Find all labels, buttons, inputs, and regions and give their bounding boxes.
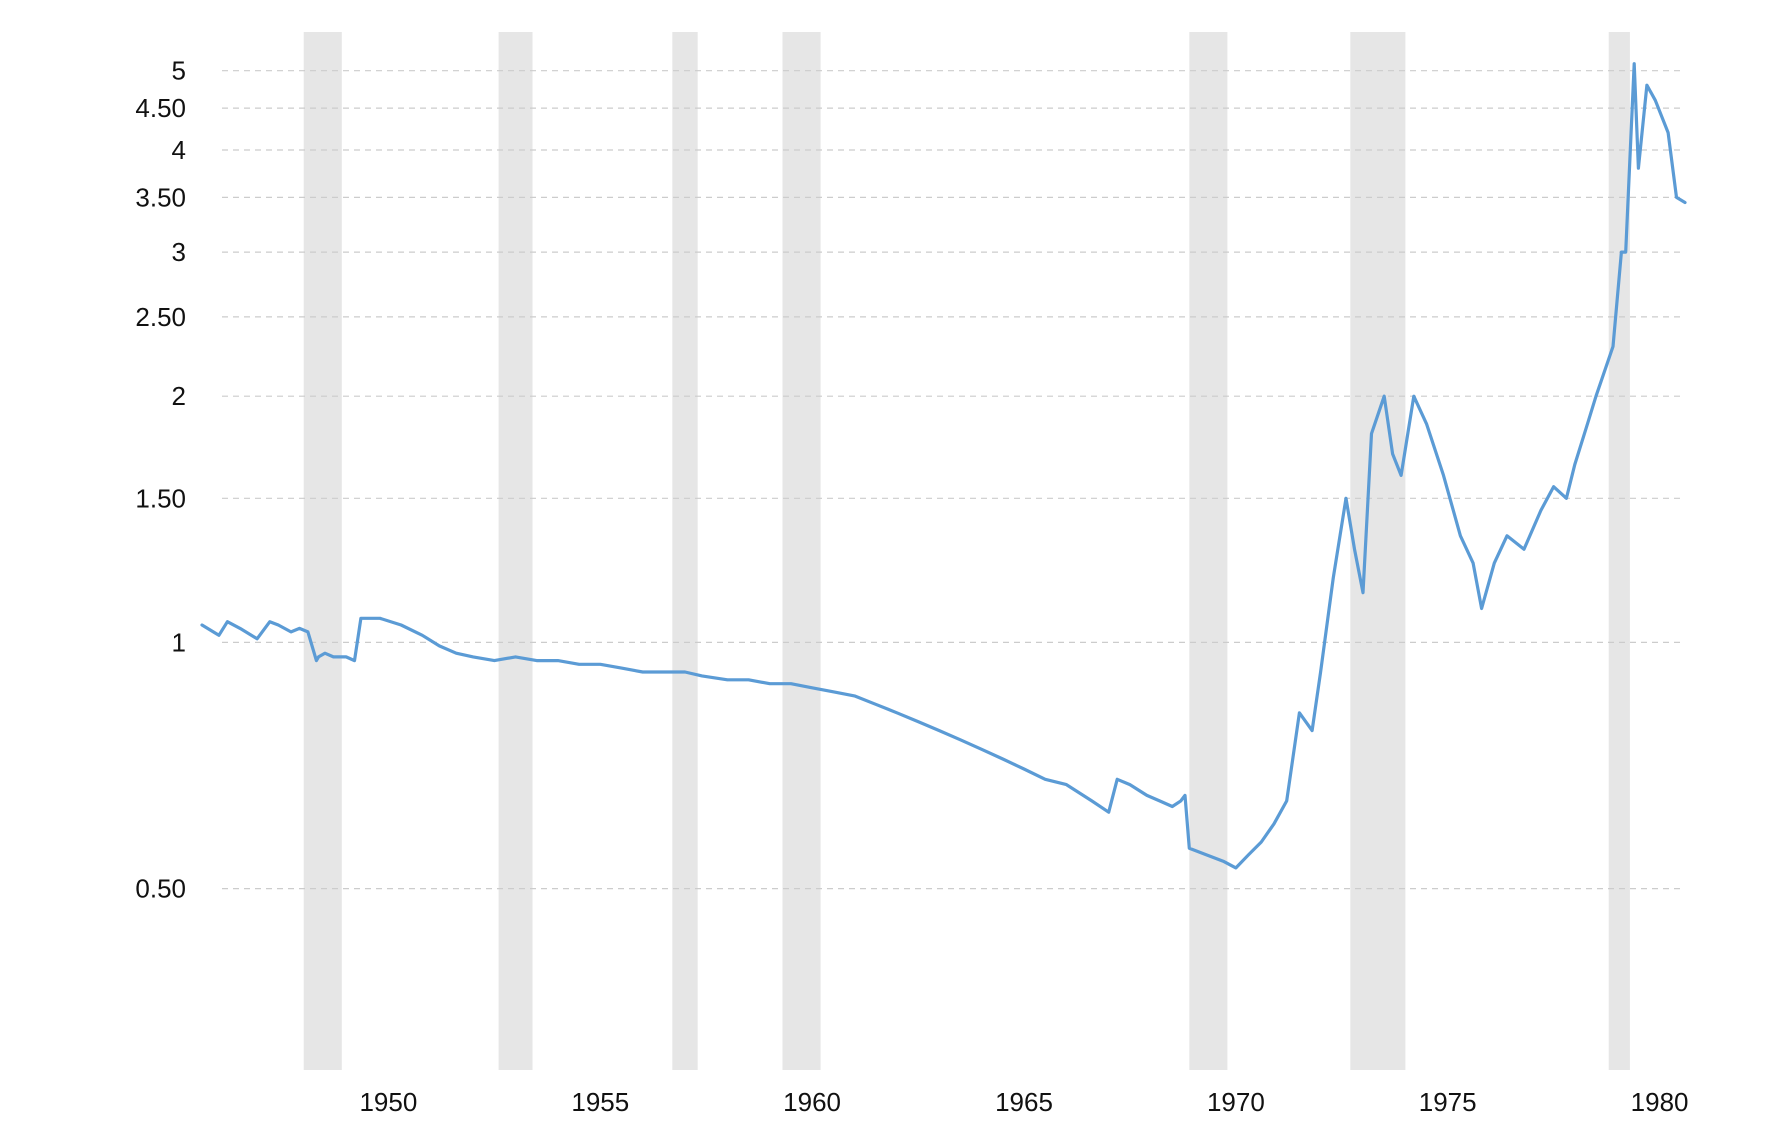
x-tick-label-3: 1965 [995,1087,1053,1117]
y-tick-label-9: 5 [172,56,186,86]
y-tick-label-3: 2 [172,381,186,411]
y-tick-label-7: 4 [172,135,186,165]
y-tick-label-8: 4.50 [135,93,186,123]
x-axis-ticks: 1950 1955 1960 1965 1970 1975 1980 [359,1087,1688,1117]
y-tick-label-1: 1 [172,627,186,657]
x-tick-label-6: 1980 [1631,1087,1689,1117]
recession-band-4 [1189,32,1228,1070]
recession-band-3 [782,32,821,1070]
series-layer [200,62,1687,870]
y-tick-label-0: 0.50 [135,874,186,904]
recession-band-5 [1350,32,1406,1070]
recession-band-0 [303,32,342,1070]
recession-shading-layer [303,32,1630,1070]
y-tick-label-5: 3 [172,237,186,267]
y-axis-ticks: 0.50 1 1.50 2 2.50 3 3.50 4 4.50 5 [135,56,186,904]
recession-band-2 [672,32,698,1070]
x-tick-label-0: 1950 [359,1087,417,1117]
recession-band-1 [498,32,533,1070]
recession-band-6 [1608,32,1630,1070]
x-tick-label-2: 1960 [783,1087,841,1117]
x-tick-label-4: 1970 [1207,1087,1265,1117]
y-tick-label-6: 3.50 [135,182,186,212]
gridlines-layer [222,70,1685,890]
series-line-0 [200,62,1687,870]
y-tick-label-2: 1.50 [135,483,186,513]
x-tick-label-5: 1975 [1419,1087,1477,1117]
y-tick-label-4: 2.50 [135,302,186,332]
x-tick-label-1: 1955 [571,1087,629,1117]
